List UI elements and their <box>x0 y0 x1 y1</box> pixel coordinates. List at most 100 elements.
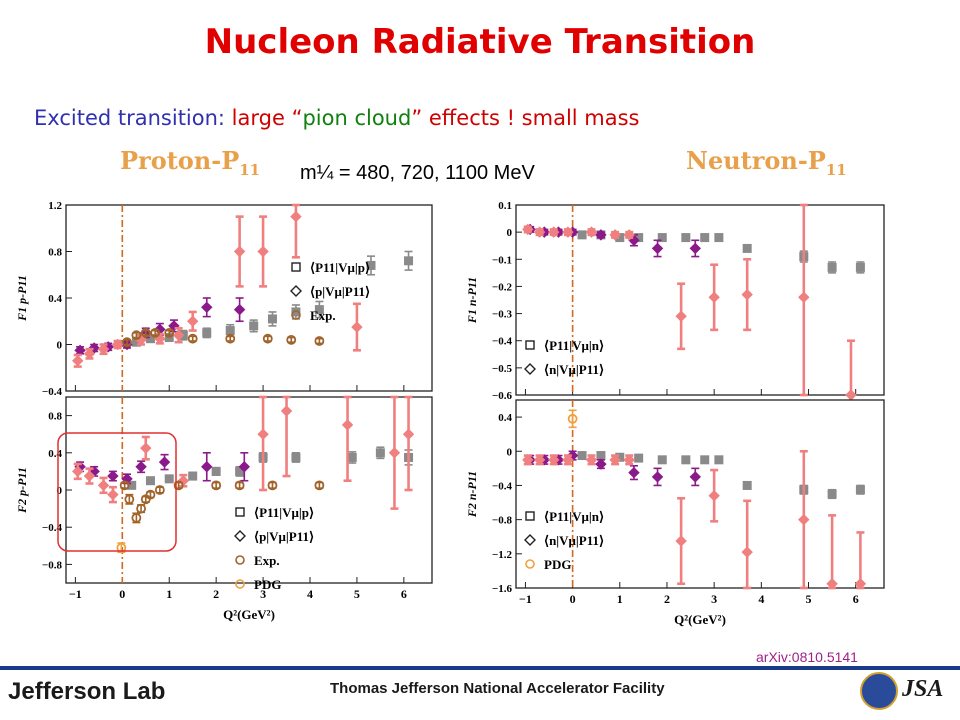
data-point <box>124 494 135 505</box>
arxiv-reference[interactable]: arXiv:0810.5141 <box>756 649 858 665</box>
data-point <box>187 333 198 344</box>
data-point <box>145 489 156 500</box>
y-tick-label: −0.3 <box>492 309 513 321</box>
subtitle-lead: Excited transition: <box>34 106 232 130</box>
data-point <box>585 454 598 466</box>
neutron-heading-sub: 11 <box>825 160 847 179</box>
data-point <box>714 455 724 465</box>
y-axis-label: F2 p-P11 <box>15 467 29 514</box>
proton-f2-chart: −0.8 −0.4 0 0.4 0.8 −1 0 1 2 3 4 5 6 Q²(GeV²) F2 p-P11… <box>15 395 433 622</box>
data-point <box>164 327 175 338</box>
subtitle-tail: ” effects ! small mass <box>411 106 640 130</box>
legend-marker <box>290 285 302 297</box>
legend-marker <box>235 555 245 565</box>
legend-marker <box>291 262 301 272</box>
data-point <box>140 442 152 454</box>
data-point <box>585 226 598 238</box>
data-point <box>225 326 235 336</box>
data-point <box>628 466 640 479</box>
y-tick-label: −0.8 <box>492 515 513 527</box>
pion-mass-note: m¼ = 480, 720, 1100 MeV <box>300 162 535 184</box>
legend-label: ⟨P11|Vμ|n⟩ <box>544 509 604 524</box>
data-point <box>708 291 720 303</box>
neutron-f2-chart: −1.6 −1.2 −0.8 −0.4 0 0.4 −1 0 1 2 3 4 5 6 Q²(GeV²) F2 … <box>465 399 885 627</box>
data-point <box>201 301 213 314</box>
footer-divider <box>0 666 960 670</box>
data-point <box>798 291 810 303</box>
data-point <box>233 303 246 316</box>
data-point <box>855 262 865 272</box>
x-tick-label: 0 <box>119 587 125 601</box>
data-point <box>657 233 667 243</box>
x-tick-label: −1 <box>69 587 82 601</box>
facility-name: Thomas Jefferson National Accelerator Fa… <box>330 680 665 697</box>
data-point <box>548 454 560 466</box>
doe-seal-icon <box>860 672 898 710</box>
x-tick-label: 1 <box>166 587 172 601</box>
data-point <box>623 454 635 466</box>
y-tick-label: −0.2 <box>492 281 513 293</box>
y-tick-label: −0.8 <box>42 559 63 571</box>
data-point <box>595 229 607 241</box>
y-tick-label: 0.8 <box>48 247 62 259</box>
data-point <box>700 455 710 465</box>
x-tick-label: 0 <box>570 592 576 606</box>
data-point <box>533 226 546 238</box>
data-point <box>634 453 644 463</box>
data-point <box>741 546 753 558</box>
y-tick-label: −0.4 <box>492 336 513 348</box>
data-point <box>742 243 752 253</box>
data-point <box>202 328 212 338</box>
y-tick-label: −0.5 <box>492 363 513 375</box>
data-point <box>741 288 753 301</box>
legend-marker <box>235 579 245 589</box>
legend-label: ⟨P11|Vμ|p⟩ <box>254 505 314 520</box>
data-point <box>314 336 325 346</box>
data-point <box>262 333 273 344</box>
data-point <box>657 455 667 465</box>
data-point <box>855 485 865 495</box>
x-tick-label: −1 <box>519 592 532 606</box>
legend-marker <box>291 310 301 320</box>
data-point <box>127 480 137 490</box>
x-tick-label: 5 <box>354 587 360 601</box>
data-point <box>211 480 222 491</box>
data-point <box>689 471 701 483</box>
y-tick-label: 0.4 <box>48 448 62 460</box>
y-tick-label: −0.4 <box>42 386 63 398</box>
y-tick-label: 0.1 <box>498 200 512 212</box>
data-point <box>314 305 324 315</box>
legend-label: ⟨P11|Vμ|p⟩ <box>310 260 370 275</box>
legend-label: PDG <box>254 577 281 592</box>
data-point <box>136 503 146 514</box>
y-axis-label: F1 n-P11 <box>465 277 479 324</box>
data-point <box>267 480 278 491</box>
x-tick-label: 3 <box>260 587 266 601</box>
legend-label: ⟨n|Vμ|P11⟩ <box>544 362 604 377</box>
data-point <box>651 242 664 255</box>
data-point <box>225 333 236 344</box>
data-point <box>577 451 587 461</box>
data-point <box>233 245 246 258</box>
proton-f1-chart: −0.4 0 0.4 0.8 1.2 F1 p-P11 ⟨P11|Vμ|p⟩ ⟨p|Vμ|P1… <box>15 200 433 398</box>
legend-label: Exp. <box>310 308 336 323</box>
slide-title: Nucleon Radiative Transition <box>204 22 756 62</box>
data-point <box>173 480 184 491</box>
data-point <box>366 260 376 270</box>
data-point <box>286 334 297 345</box>
data-point <box>562 454 574 466</box>
data-point <box>145 476 155 486</box>
y-tick-label: −1.2 <box>492 549 513 561</box>
y-tick-label: 0 <box>507 227 513 239</box>
data-point <box>249 321 259 331</box>
legend-marker <box>525 559 535 569</box>
jefferson-lab-logo: Jefferson Lab <box>8 678 166 705</box>
data-point <box>280 405 293 417</box>
x-axis-label: Q²(GeV²) <box>674 612 726 627</box>
data-point <box>150 327 161 338</box>
data-point <box>341 419 354 431</box>
legend-marker <box>524 363 536 375</box>
data-point <box>234 480 245 491</box>
data-point <box>347 452 357 462</box>
y-tick-label: 0 <box>57 485 63 497</box>
